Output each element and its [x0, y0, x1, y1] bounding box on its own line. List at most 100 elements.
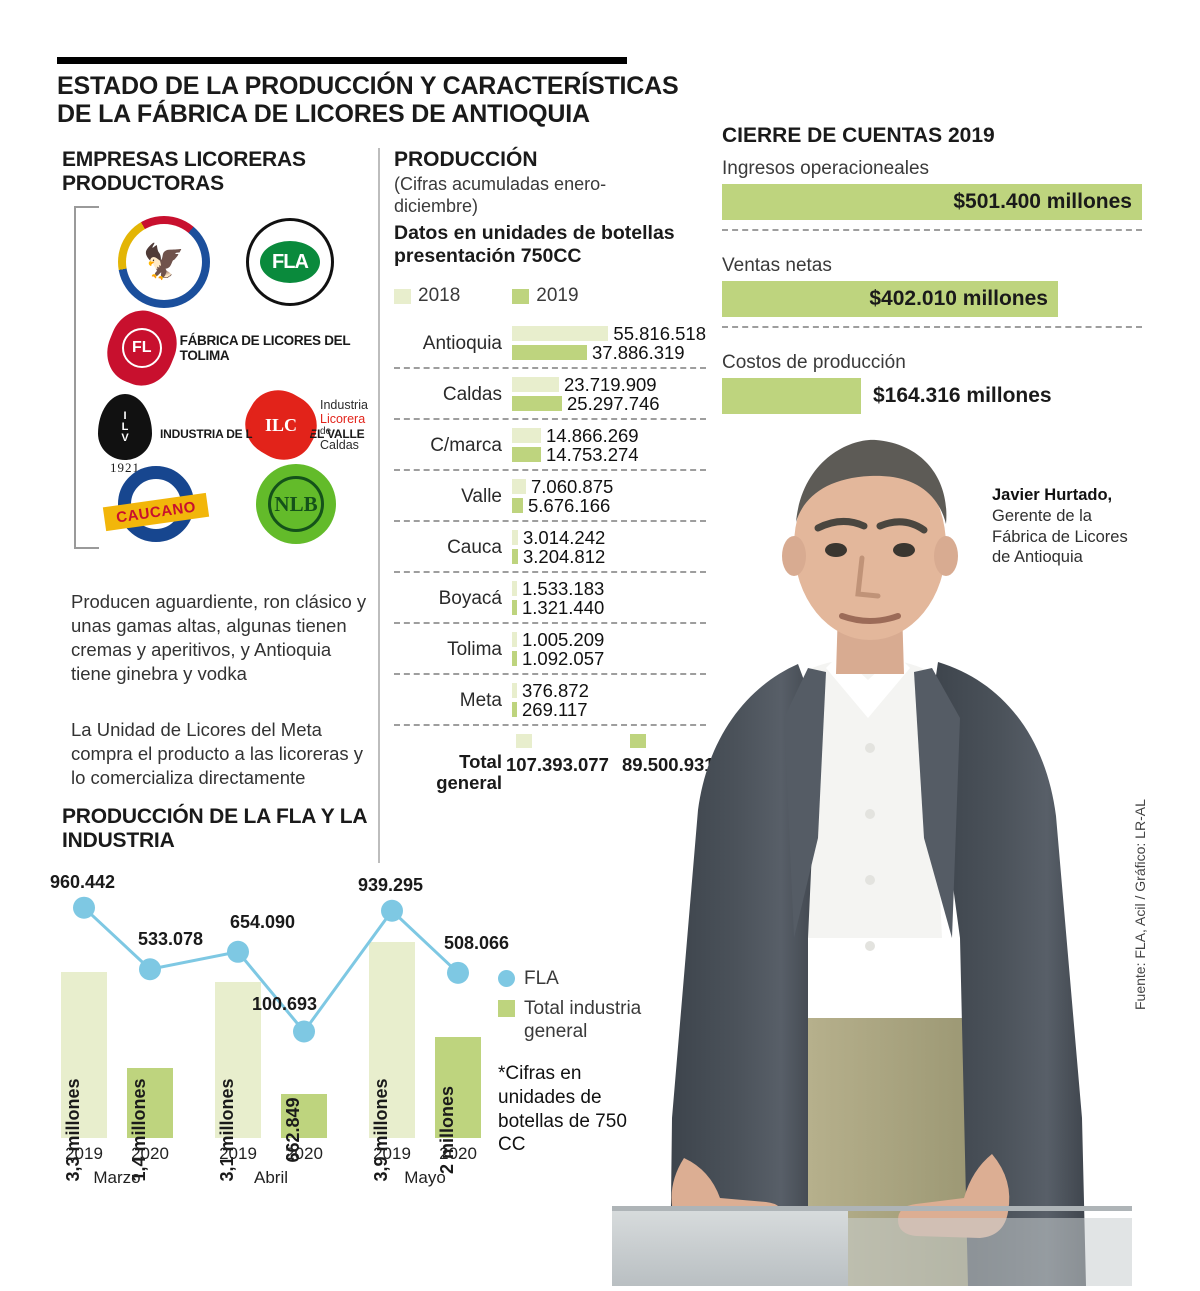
production-bar-2018: 376.872 — [512, 680, 706, 701]
legend-label-2019: 2019 — [536, 285, 579, 306]
fla-industry-chart: 3,3 millones 2019 1,4 millones 2020 3,1 mill… — [50, 872, 509, 1190]
fla-chart-heading: PRODUCCIÓN DE LA FLA Y LA INDUSTRIA — [62, 805, 367, 852]
legend-item-fla: FLA — [498, 968, 668, 990]
photo-caption: Javier Hurtado, Gerente de la Fábrica de… — [992, 485, 1142, 568]
logo-empresa-de-licores-de-cundinamarca: 🦅 — [118, 216, 210, 308]
fla-line-point-label: 939.295 — [358, 874, 424, 895]
production-bar-2019: 14.753.274 — [512, 443, 706, 465]
production-heading: PRODUCCIÓN — [394, 148, 538, 171]
title-rule — [57, 57, 627, 64]
nlb-monogram: NLB — [274, 491, 318, 516]
logos-panel: 🦅 FLA FL FÁBRICA DE LICORES DEL TOLIMA I… — [74, 206, 374, 549]
legend-label-2018: 2018 — [418, 285, 461, 306]
fla-seal-icon: FLA — [246, 218, 334, 306]
production-category: Tolima — [447, 638, 502, 660]
production-value-2019: 1.321.440 — [522, 596, 605, 618]
production-bars: 7.060.875 5.676.166 — [512, 476, 706, 516]
legend-label-total-industria: Total industria general — [524, 998, 642, 1042]
logo-industria-licorera-de-caldas: ILC Industria Licorera de Caldas — [250, 396, 368, 454]
production-bar-2019: 1.092.057 — [512, 648, 706, 669]
production-row: Cauca 3.014.242 3.204.812 — [394, 522, 706, 573]
production-category: Meta — [459, 689, 502, 711]
caldas-line-2: Licorera — [320, 412, 366, 427]
fla-chart-year-label: 2019 — [219, 1144, 257, 1163]
industria-square-icon — [498, 1000, 515, 1018]
production-table: Antioquia 55.816.518 37.886.319 Caldas 23.71… — [394, 318, 706, 726]
production-category: Cauca — [447, 536, 502, 558]
production-bar-2019: 1.321.440 — [512, 596, 706, 618]
production-row: C/marca 14.866.269 14.753.274 — [394, 420, 706, 471]
production-value-2019: 3.204.812 — [523, 545, 606, 567]
paragraph-unidad-meta: La Unidad de Licores del Meta compra el … — [71, 719, 364, 789]
account-label: Ventas netas — [722, 255, 832, 276]
account-item: Costos de producción $164.316 millones — [722, 352, 1142, 414]
fla-line-point — [139, 958, 161, 981]
production-value-2018: 3.014.242 — [523, 526, 606, 548]
fla-chart-bar: 3,9 millones — [369, 942, 415, 1182]
account-label: Ingresos operacioneales — [722, 158, 930, 179]
caldas-line-3: de — [320, 426, 332, 438]
photo-javier-hurtado — [612, 418, 1132, 1286]
fla-chart-bar: 3,1 millones — [215, 982, 261, 1182]
fla-line-point-label: 508.066 — [444, 932, 510, 953]
bracket-top — [74, 206, 99, 208]
legend-swatch-2019 — [512, 288, 530, 304]
production-bars: 3.014.242 3.204.812 — [512, 526, 706, 567]
production-bar-2018: 1.533.183 — [512, 578, 706, 599]
fla-chart-month-label: Marzo — [93, 1168, 141, 1187]
total-swatch-2018 — [516, 734, 532, 748]
production-bar-2018: 7.060.875 — [512, 476, 706, 497]
fla-chart-bar: 2 millones — [435, 1037, 481, 1174]
production-value-2019: 37.886.319 — [592, 341, 685, 363]
paragraph-productos: Producen aguardiente, ron clásico y unas… — [71, 591, 367, 685]
production-value-2018: 23.719.909 — [564, 373, 657, 395]
account-item: Ventas netas $402.010 millones — [722, 255, 1142, 328]
account-value: $164.316 millones — [873, 384, 1052, 407]
fla-chart-bar: 1,4 millones — [127, 1068, 173, 1182]
valle-year: 1921 — [110, 460, 140, 475]
fla-line-series — [73, 896, 469, 1043]
fla-dot-icon — [498, 970, 515, 987]
production-bar-2018: 1.005.209 — [512, 628, 706, 650]
nlb-seal-icon: NLB — [256, 464, 336, 544]
caption-role: Gerente de la Fábrica de Licores de Anti… — [992, 506, 1128, 567]
account-item: Ingresos operacioneales $501.400 millones — [722, 158, 1142, 231]
tolima-label: FÁBRICA DE LICORES DEL TOLIMA — [179, 333, 351, 363]
fla-chart-month-label: Abril — [253, 1168, 288, 1187]
production-value-2019: 269.117 — [522, 698, 588, 720]
production-value-2018: 1.005.209 — [522, 628, 605, 650]
fla-chart-bar: 3,3 millones — [61, 972, 107, 1182]
fla-chart-year-label: 2020 — [439, 1144, 477, 1163]
production-row: Antioquia 55.816.518 37.886.319 — [394, 318, 706, 369]
production-value-2018: 14.866.269 — [546, 424, 639, 446]
total-value-2019: 89.500.931 — [622, 754, 715, 775]
source-note: Fuente: FLA, Acil / Gráfico: LR-AL — [1132, 799, 1148, 1010]
production-bars: 1.533.183 1.321.440 — [512, 578, 706, 618]
production-bar-2018: 23.719.909 — [512, 373, 706, 395]
caucano-seal-icon: CAUCANO — [102, 464, 210, 550]
legend-label-fla: FLA — [524, 968, 559, 989]
account-value: $501.400 millones — [953, 190, 1132, 213]
production-bars: 55.816.518 37.886.319 — [512, 323, 706, 363]
fla-line-point-label: 654.090 — [230, 911, 296, 932]
caldas-seal-icon: ILC — [250, 396, 312, 454]
fla-monogram: FLA — [260, 241, 320, 283]
production-bars: 376.872 269.117 — [512, 680, 706, 720]
legend-swatch-2018 — [394, 288, 411, 304]
account-value: $402.010 millones — [869, 287, 1048, 310]
total-label: Total general — [436, 751, 502, 793]
portrait-illustration — [612, 439, 1132, 1286]
production-row: Boyacá 1.533.183 1.321.440 — [394, 573, 706, 624]
logo-fabrica-de-licores-de-antioquia: FLA — [246, 218, 334, 306]
production-bar-2018: 14.866.269 — [512, 424, 706, 446]
account-divider — [722, 326, 1142, 328]
production-row: Tolima 1.005.209 1.092.057 — [394, 624, 706, 675]
production-category: Boyacá — [438, 587, 502, 609]
production-value-2019: 14.753.274 — [546, 443, 639, 465]
fla-chart-year-label: 2019 — [373, 1144, 411, 1163]
fla-line-point-label: 100.693 — [252, 993, 318, 1014]
fla-line-point-label: 533.078 — [138, 929, 204, 950]
production-subtitle: (Cifras acumuladas enero-diciembre) — [394, 174, 607, 216]
bracket-bottom — [74, 547, 99, 549]
